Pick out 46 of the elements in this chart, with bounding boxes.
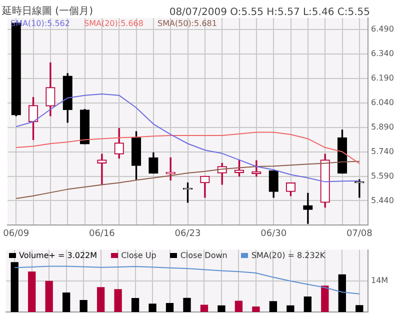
- x-tick-label: 06/16: [88, 228, 116, 239]
- x-tick-label: 06/23: [174, 228, 201, 239]
- bar: [96, 287, 105, 312]
- y-tick-label: 6.490: [371, 24, 394, 34]
- text: SMA(10):5.562: [10, 19, 70, 28]
- bar: [131, 298, 140, 312]
- x-tick-label: 06/30: [260, 228, 287, 239]
- bar: [252, 306, 260, 312]
- y-tick-label: 5.590: [371, 171, 394, 180]
- y-tick-label: 5.440: [371, 196, 394, 205]
- y-tick-label: 6.040: [371, 98, 394, 107]
- bar: [183, 298, 191, 312]
- annotation: Volume+ = 3.022M: [19, 250, 98, 260]
- bar: [286, 305, 294, 312]
- bar: [80, 300, 88, 312]
- chart-subtitle: 延時日線圖 (一個月): [2, 4, 93, 18]
- bar: [114, 289, 122, 312]
- bar: [234, 300, 243, 312]
- bar: [62, 292, 70, 312]
- candlestick: [97, 154, 107, 185]
- y-tick-label: 6.340: [371, 48, 394, 58]
- bar: [45, 280, 53, 312]
- candlestick: [303, 192, 313, 224]
- bar: [304, 296, 312, 312]
- bar: [10, 262, 18, 312]
- x-tick-label: 07/08: [346, 228, 373, 239]
- bar: [148, 304, 156, 312]
- bar: [218, 305, 226, 312]
- legend-label: SMA(20) = 8.232K: [251, 250, 326, 260]
- legend-label: Close Down: [180, 250, 228, 260]
- x-tick-label: 06/09: [3, 228, 30, 239]
- bar: [269, 301, 278, 312]
- text: SMA(20):5.668: [84, 19, 144, 28]
- y-tick-label: 5.740: [371, 146, 394, 156]
- y-tick-label: 6.190: [371, 73, 394, 82]
- bar: [166, 302, 174, 312]
- text: SMA(50):5.681: [157, 19, 217, 28]
- legend-label: Close Up: [121, 250, 156, 260]
- y-tick-label: 14M: [371, 276, 388, 286]
- bar: [356, 305, 364, 312]
- bar: [200, 304, 208, 312]
- text: 08/07/2009 O:5.55 H:5.57 L:5.46 C:5.55: [169, 7, 370, 18]
- bar: [28, 272, 36, 312]
- bar: [321, 286, 329, 312]
- bar: [338, 274, 346, 312]
- y-tick-label: 5.890: [371, 122, 394, 132]
